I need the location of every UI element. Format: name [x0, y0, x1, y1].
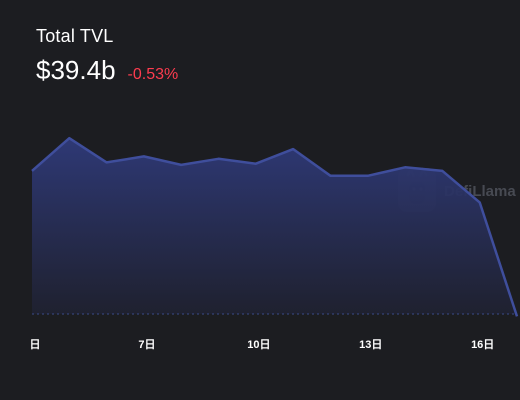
metric-label: Total TVL [36, 26, 114, 46]
x-axis-ticks: 日 7日 10日 13日 16日 [30, 338, 495, 351]
tvl-area-fill [32, 138, 517, 317]
x-tick-label: 10日 [247, 338, 270, 351]
x-tick-label: 13日 [359, 338, 382, 351]
tvl-change-badge: -0.53% [127, 66, 179, 83]
tvl-value: $39.4b [36, 55, 116, 85]
tvl-series-line [31, 136, 519, 317]
chart-header: Total TVL $39.4b -0.53% [36, 26, 178, 86]
value-row: $39.4b -0.53% [36, 55, 178, 86]
data-points [31, 138, 518, 317]
x-tick-label: 7日 [138, 338, 155, 351]
x-tick-label: 日 [30, 338, 41, 351]
x-tick-label: 16日 [471, 338, 494, 351]
